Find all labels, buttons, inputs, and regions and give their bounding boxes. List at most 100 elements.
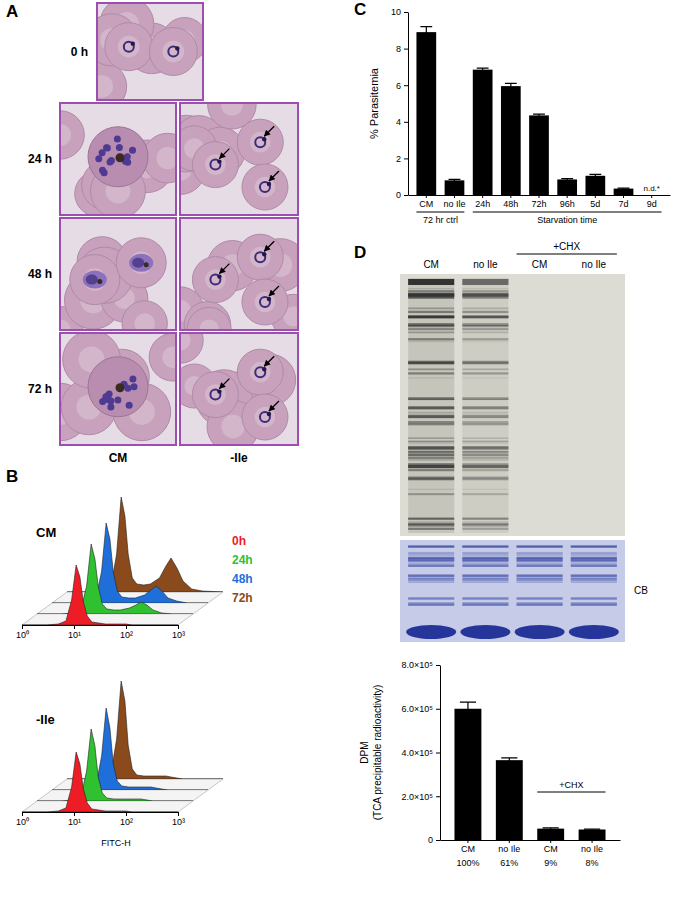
x-axis: CMno Ile24h48h72h96h5d7d9d	[409, 195, 671, 209]
band	[408, 296, 454, 299]
tick-mark	[436, 796, 440, 797]
tick-label: 10¹	[68, 817, 81, 827]
band	[408, 294, 454, 297]
band	[462, 290, 508, 292]
band	[408, 316, 454, 318]
band	[408, 414, 454, 415]
tick-mark	[436, 753, 440, 754]
band	[408, 598, 454, 599]
tick: no Ile	[581, 840, 603, 854]
parasite	[83, 271, 107, 289]
plot-marks	[454, 702, 605, 840]
band	[462, 459, 508, 460]
band	[408, 579, 454, 580]
band	[462, 560, 508, 562]
band	[462, 451, 508, 453]
band	[408, 557, 454, 559]
band	[462, 564, 508, 566]
band	[517, 557, 563, 559]
tick-label: 5d	[590, 199, 600, 209]
tick-label: 10	[391, 7, 401, 17]
band	[408, 597, 454, 598]
tick-label: 4	[396, 117, 401, 127]
band	[408, 279, 454, 285]
tick: 10⁰	[16, 812, 29, 827]
parasite-nucleus	[262, 137, 266, 141]
band	[408, 582, 454, 583]
band	[408, 332, 454, 334]
band	[462, 341, 508, 342]
tick-label: 10³	[172, 630, 185, 640]
tick-label: 24h	[475, 199, 490, 209]
pigment	[116, 383, 125, 392]
band	[517, 575, 563, 578]
legend-entry: 0h	[232, 534, 246, 548]
band	[571, 602, 617, 603]
tick-mark	[567, 195, 568, 198]
cell-pallor	[134, 313, 154, 330]
band	[408, 311, 454, 313]
tick-mark	[178, 625, 179, 629]
tick: 96h	[560, 195, 575, 209]
band	[462, 441, 508, 442]
tick-mark	[482, 195, 483, 198]
tick: 10²	[120, 625, 133, 640]
tick: 0	[396, 190, 408, 200]
band	[462, 546, 508, 548]
merozoite	[104, 145, 111, 152]
band	[517, 579, 563, 582]
band	[462, 323, 508, 326]
band	[408, 295, 454, 297]
band	[462, 362, 508, 363]
merozoite	[107, 398, 114, 405]
band	[408, 288, 454, 289]
tick: CM	[461, 840, 475, 854]
band	[462, 296, 508, 297]
band	[408, 552, 454, 554]
band	[517, 552, 563, 554]
tick-label: 8.0×10⁵	[401, 660, 433, 670]
cell-pallor	[250, 362, 271, 383]
lane-label: no Ile	[582, 259, 607, 270]
cell-pallor	[250, 132, 271, 153]
micrograph	[155, 81, 298, 215]
bar	[529, 115, 549, 195]
band	[462, 518, 508, 520]
legend-entry: 72h	[232, 591, 253, 605]
band	[571, 582, 617, 583]
band	[462, 604, 508, 606]
tick-label: 72h	[531, 199, 546, 209]
band	[462, 582, 508, 583]
tick: 72h	[531, 195, 546, 209]
band	[408, 325, 454, 327]
arrow	[219, 149, 229, 159]
tick-mark	[454, 195, 455, 198]
axis-title: (TCA precipitable radioactivity)	[372, 685, 383, 821]
tick-label: CM	[461, 844, 475, 854]
bar	[445, 180, 465, 195]
histogram-area	[22, 565, 178, 625]
tick: 4	[396, 117, 408, 127]
band	[408, 406, 454, 409]
band	[462, 604, 508, 605]
band	[408, 469, 454, 471]
pigment	[97, 279, 102, 284]
group	[60, 237, 167, 330]
cell	[88, 357, 148, 417]
band	[571, 575, 617, 578]
tick-mark	[178, 812, 179, 816]
tick-mark	[22, 812, 23, 816]
bar	[614, 189, 634, 195]
band	[462, 574, 508, 576]
bar	[496, 760, 523, 840]
tick-mark	[74, 625, 75, 629]
band	[462, 377, 508, 378]
band	[408, 546, 454, 548]
bar	[501, 86, 521, 195]
tick-mark	[592, 840, 593, 843]
parasite-nucleus	[132, 258, 144, 268]
tick-mark	[404, 85, 408, 86]
group	[180, 333, 296, 445]
cell-pallor	[205, 384, 226, 405]
floor-plane	[22, 779, 223, 812]
